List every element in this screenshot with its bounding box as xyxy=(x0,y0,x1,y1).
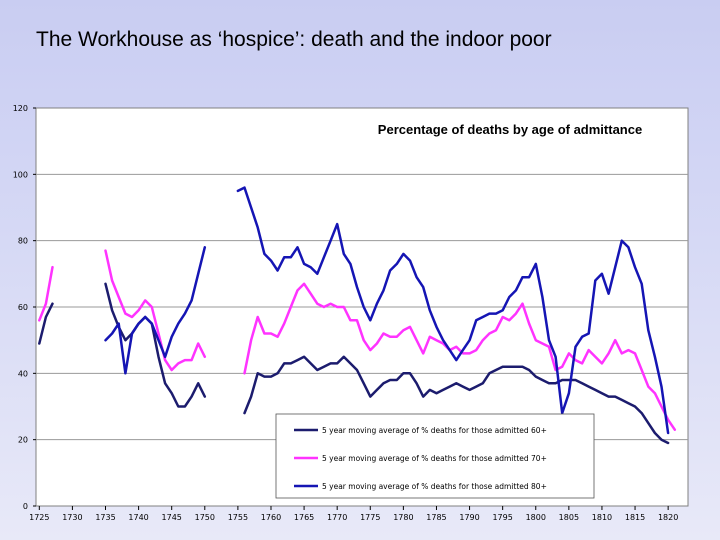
series-line-60plus xyxy=(38,302,54,345)
series-line-70plus xyxy=(104,249,207,372)
x-tick-label: 1740 xyxy=(128,513,148,522)
legend-box xyxy=(275,413,595,499)
y-tick-label: 80 xyxy=(18,237,28,246)
x-tick-label: 1810 xyxy=(592,513,612,522)
series-line-70plus xyxy=(38,265,54,322)
x-tick-label: 1725 xyxy=(29,513,49,522)
x-tick-label: 1730 xyxy=(62,513,82,522)
y-tick-label: 100 xyxy=(13,170,28,179)
x-tick-label: 1785 xyxy=(426,513,446,522)
x-tick-label: 1770 xyxy=(327,513,347,522)
x-tick-label: 1790 xyxy=(459,513,479,522)
series-line-60plus xyxy=(104,282,207,408)
y-tick-label: 40 xyxy=(18,369,28,378)
x-tick-label: 1820 xyxy=(658,513,678,522)
chart-container: 0 20 40 60 80 100 120 1725 1730 1735 1740 1745 1750 1… xyxy=(0,96,720,540)
line-chart: 0 20 40 60 80 100 120 1725 1730 1735 1740 1745 1750 1… xyxy=(13,104,689,522)
x-tick-label: 1795 xyxy=(492,513,512,522)
x-tick-label: 1765 xyxy=(294,513,314,522)
legend-label: 5 year moving average of % deaths for th… xyxy=(322,482,547,491)
x-tick-label: 1755 xyxy=(228,513,248,522)
chart-title: Percentage of deaths by age of admittanc… xyxy=(378,122,642,137)
x-tick-label: 1780 xyxy=(393,513,413,522)
x-tick-label: 1805 xyxy=(559,513,579,522)
x-tick-label: 1760 xyxy=(261,513,281,522)
series-line-70plus xyxy=(243,282,677,431)
series-line-80plus xyxy=(236,186,670,435)
legend-label: 5 year moving average of % deaths for th… xyxy=(322,454,547,463)
legend-label: 5 year moving average of % deaths for th… xyxy=(322,426,547,435)
series-line-60plus xyxy=(243,355,670,445)
y-tick-label: 20 xyxy=(18,436,28,445)
x-tick-label: 1745 xyxy=(162,513,182,522)
x-tick-label: 1775 xyxy=(360,513,380,522)
series-line-80plus xyxy=(104,246,207,375)
x-tick-label: 1800 xyxy=(526,513,546,522)
y-tick-label: 0 xyxy=(23,502,28,511)
x-tick-label: 1750 xyxy=(195,513,215,522)
y-tick-label: 120 xyxy=(13,104,28,113)
slide-title: The Workhouse as ‘hospice’: death and th… xyxy=(36,28,552,51)
x-tick-label: 1735 xyxy=(95,513,115,522)
y-tick-label: 60 xyxy=(18,303,28,312)
x-tick-label: 1815 xyxy=(625,513,645,522)
